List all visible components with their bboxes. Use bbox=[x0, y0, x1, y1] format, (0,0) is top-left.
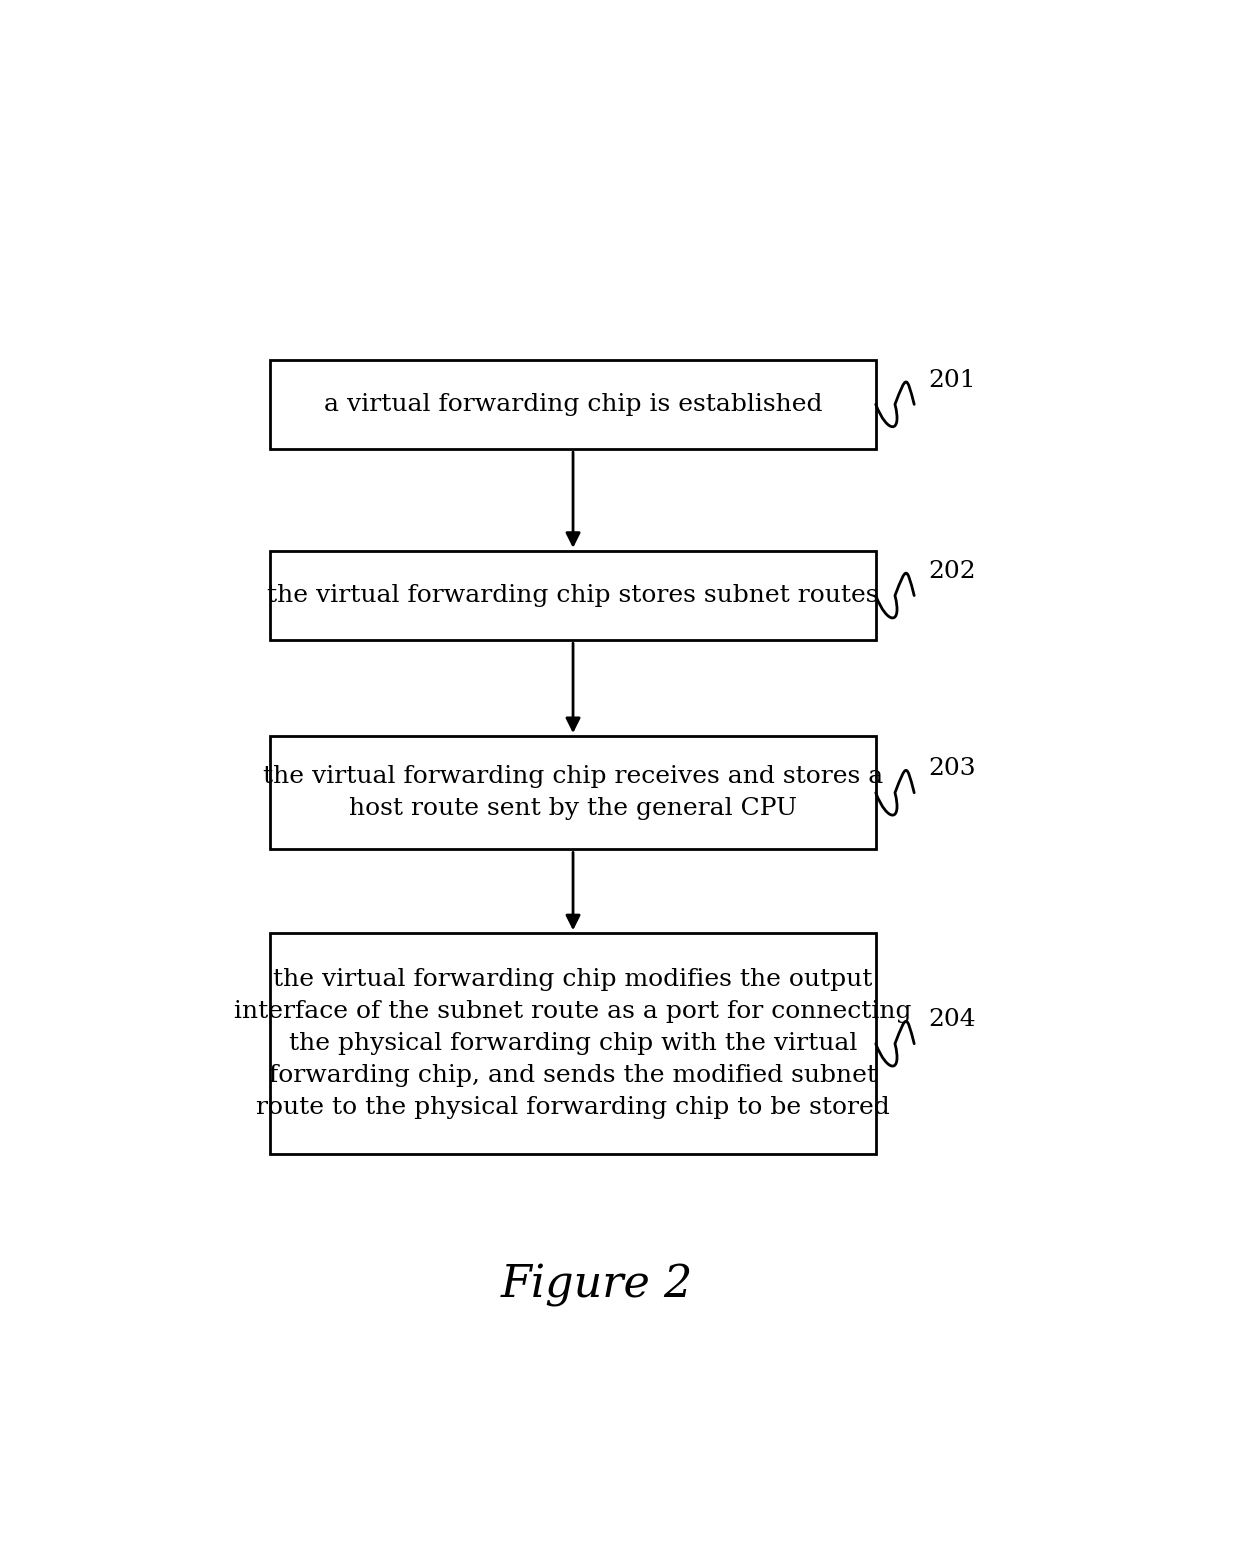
Text: the virtual forwarding chip receives and stores a
host route sent by the general: the virtual forwarding chip receives and… bbox=[263, 765, 883, 819]
Text: 203: 203 bbox=[929, 757, 976, 781]
Text: a virtual forwarding chip is established: a virtual forwarding chip is established bbox=[324, 393, 822, 416]
Text: the virtual forwarding chip stores subnet routes: the virtual forwarding chip stores subne… bbox=[268, 584, 879, 607]
FancyBboxPatch shape bbox=[270, 551, 875, 641]
FancyBboxPatch shape bbox=[270, 933, 875, 1155]
Text: 201: 201 bbox=[929, 369, 976, 393]
Text: Figure 2: Figure 2 bbox=[501, 1263, 693, 1307]
Text: 202: 202 bbox=[929, 560, 976, 584]
Text: 204: 204 bbox=[929, 1009, 976, 1031]
FancyBboxPatch shape bbox=[270, 360, 875, 449]
FancyBboxPatch shape bbox=[270, 736, 875, 849]
Text: the virtual forwarding chip modifies the output
interface of the subnet route as: the virtual forwarding chip modifies the… bbox=[234, 968, 911, 1119]
